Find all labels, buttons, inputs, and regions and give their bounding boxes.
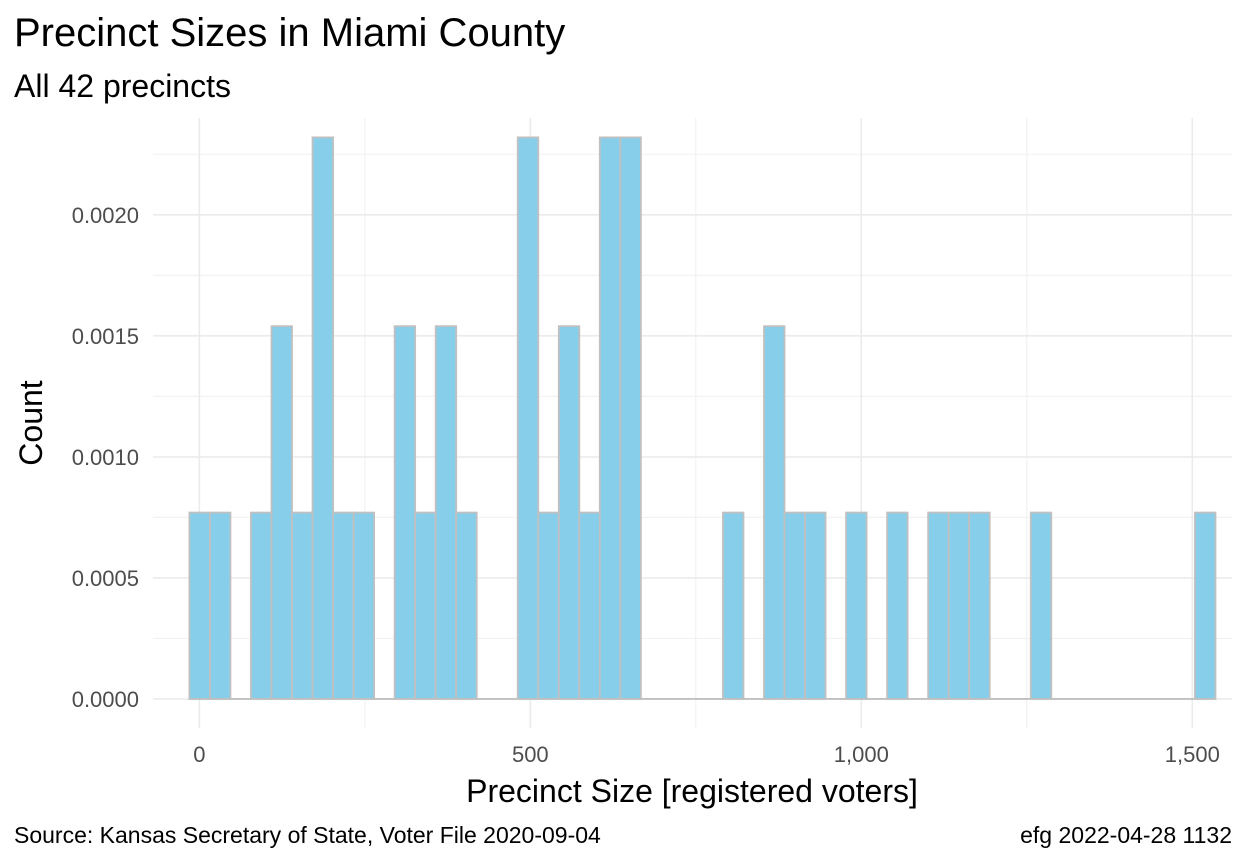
author-caption: efg 2022-04-28 1132 xyxy=(1020,822,1232,848)
y-axis-ticks: 0.0000 0.0005 0.0010 0.0015 0.0020 xyxy=(72,203,139,712)
histogram-bar xyxy=(619,136,642,700)
histogram-bar xyxy=(455,511,478,700)
histogram-bar xyxy=(250,511,273,700)
y-tick-label: 0.0000 xyxy=(72,687,139,712)
histogram-bar xyxy=(1029,511,1053,700)
x-tick-label: 1,500 xyxy=(1165,742,1220,767)
histogram-bar xyxy=(968,511,991,700)
histogram-bars xyxy=(188,136,1217,700)
histogram-bar xyxy=(414,511,437,700)
x-tick-label: 1,000 xyxy=(834,742,889,767)
histogram-bar xyxy=(557,325,581,700)
histogram-bar xyxy=(804,511,827,700)
y-tick-label: 0.0015 xyxy=(72,324,139,349)
y-tick-label: 0.0010 xyxy=(72,445,139,470)
histogram-bar xyxy=(209,511,232,700)
y-axis-title: Count xyxy=(13,380,49,466)
histogram-bar xyxy=(270,325,293,700)
histogram-bar xyxy=(763,325,786,700)
x-axis-title: Precinct Size [registered voters] xyxy=(466,773,918,809)
histogram-bar xyxy=(188,511,211,700)
histogram-bar xyxy=(722,511,745,700)
y-tick-label: 0.0020 xyxy=(72,203,139,228)
histogram-bar xyxy=(291,511,314,700)
histogram-bar xyxy=(578,511,601,700)
histogram-bar xyxy=(927,511,950,700)
histogram-bar xyxy=(516,136,540,700)
histogram-bar xyxy=(886,511,909,700)
x-tick-label: 500 xyxy=(512,742,549,767)
histogram-bar xyxy=(393,325,417,700)
histogram-bar xyxy=(332,511,355,700)
chart-title: Precinct Sizes in Miami County xyxy=(14,11,566,55)
histogram-bar xyxy=(537,511,560,700)
histogram-bar xyxy=(783,511,806,700)
histogram-bar xyxy=(311,136,334,700)
chart-subtitle: All 42 precincts xyxy=(14,68,231,104)
x-axis-ticks: 0 500 1,000 1,500 xyxy=(193,742,1220,767)
x-tick-label: 0 xyxy=(193,742,205,767)
histogram-bar xyxy=(598,136,622,700)
source-caption: Source: Kansas Secretary of State, Voter… xyxy=(14,822,601,848)
histogram-bar xyxy=(1194,511,1217,700)
histogram-bar xyxy=(434,325,458,700)
histogram-bar xyxy=(845,511,868,700)
histogram-bar xyxy=(947,511,971,700)
y-tick-label: 0.0005 xyxy=(72,566,139,591)
histogram-bar xyxy=(352,511,375,700)
